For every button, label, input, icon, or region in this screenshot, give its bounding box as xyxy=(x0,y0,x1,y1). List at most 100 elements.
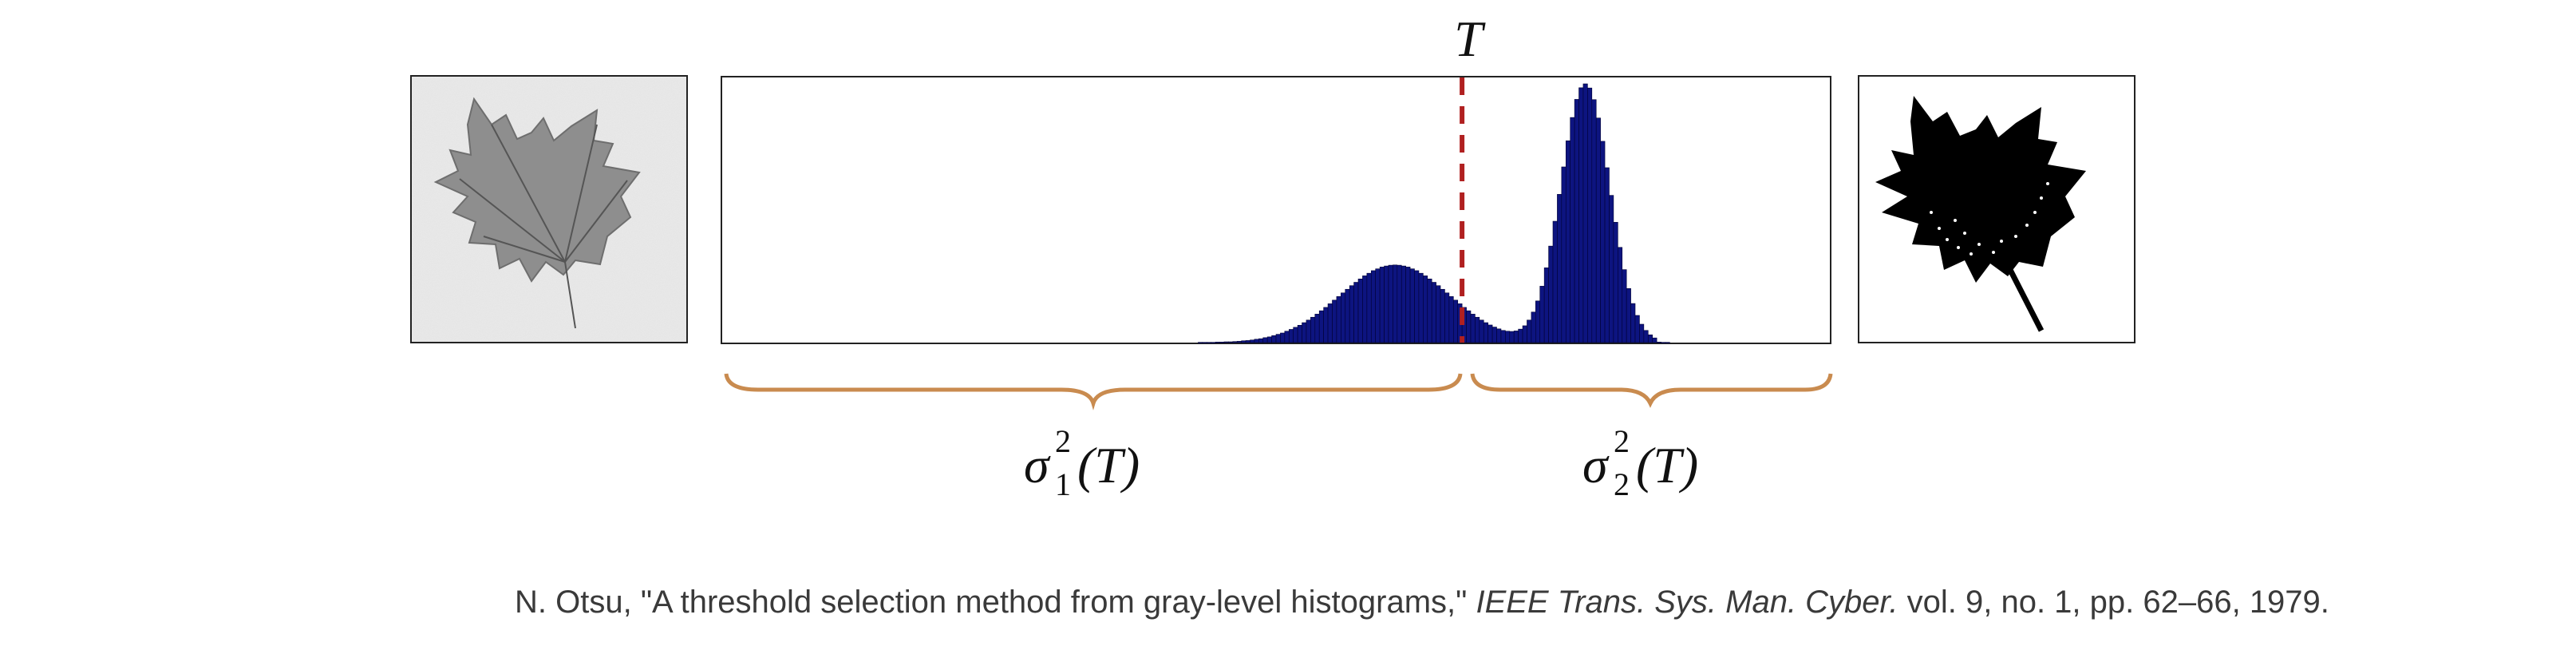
binary-leaf-image xyxy=(1859,77,2134,342)
histogram-bar xyxy=(1405,267,1411,343)
histogram-bar xyxy=(1548,245,1554,343)
histogram-bar xyxy=(1543,268,1549,343)
histogram-bar xyxy=(1401,265,1406,343)
histogram-bar xyxy=(1228,341,1234,343)
histogram-bar xyxy=(1414,270,1420,343)
histogram-bar xyxy=(1427,278,1432,343)
histogram-bar xyxy=(1288,329,1294,343)
histogram-bar xyxy=(1652,337,1657,343)
class1-sub: 1 xyxy=(1055,466,1071,502)
histogram-bar xyxy=(1440,288,1445,343)
histogram-bar xyxy=(1630,303,1636,343)
histogram-bar xyxy=(1488,324,1493,343)
histogram-bar xyxy=(1254,339,1259,343)
histogram-bar xyxy=(1345,288,1350,343)
histogram-bars xyxy=(1198,83,1670,343)
histogram-bar xyxy=(1384,265,1389,343)
class2-sigma: σ xyxy=(1582,437,1610,494)
histogram-bar xyxy=(1306,319,1311,343)
histogram-bar xyxy=(1370,270,1377,343)
citation-prefix: N. Otsu, "A threshold selection method f… xyxy=(515,585,1476,620)
histogram-bar xyxy=(1223,341,1229,343)
histogram-bar xyxy=(1379,267,1385,343)
leaf-shape-black xyxy=(1875,96,2086,283)
histogram-bar xyxy=(1587,87,1593,343)
class1-sigma: σ xyxy=(1024,437,1051,494)
histogram-bar xyxy=(1362,276,1368,343)
histogram-bar xyxy=(1448,296,1454,343)
histogram-bar xyxy=(1513,331,1519,343)
histogram-bar xyxy=(1409,268,1415,343)
histogram-bar xyxy=(1236,341,1242,343)
histogram-bar xyxy=(1656,342,1661,343)
grayscale-leaf-image xyxy=(412,77,686,342)
histogram-bar xyxy=(1219,342,1225,343)
histogram-bar xyxy=(1275,334,1281,343)
histogram-bar xyxy=(1293,327,1298,343)
histogram-bar xyxy=(1284,331,1290,343)
histogram-bar xyxy=(1522,325,1527,343)
histogram-bar xyxy=(1332,299,1337,343)
histogram-bar xyxy=(1388,264,1393,343)
histogram-bar xyxy=(1539,286,1545,343)
class2-sub: 2 xyxy=(1614,466,1630,502)
histogram-bar xyxy=(1479,319,1484,343)
class2-arg: (T) xyxy=(1636,437,1698,494)
histogram-bar xyxy=(1280,332,1286,343)
citation: N. Otsu, "A threshold selection method f… xyxy=(515,585,2329,620)
leaf-shape-gray xyxy=(433,97,641,283)
histogram-bar xyxy=(1357,278,1363,343)
histogram-bar xyxy=(1622,269,1627,343)
histogram-bar xyxy=(1613,222,1618,343)
histogram-bar xyxy=(1327,303,1333,343)
input-grayscale-image xyxy=(410,75,688,343)
histogram-bar xyxy=(1496,328,1502,343)
histogram-bar xyxy=(1535,300,1541,343)
histogram-bar xyxy=(1258,338,1264,343)
histogram-bar xyxy=(1466,310,1472,343)
histogram-bar xyxy=(1500,330,1506,343)
histogram-bar xyxy=(1453,299,1459,343)
histogram-bar xyxy=(1310,316,1316,343)
histogram-bar xyxy=(1518,328,1523,343)
histogram-bar xyxy=(1505,331,1511,343)
histogram-bar xyxy=(1336,296,1341,343)
histogram-bar xyxy=(1600,141,1606,343)
histogram-bar xyxy=(1509,331,1515,343)
histogram-bar xyxy=(1527,319,1532,343)
histogram-bar xyxy=(1574,99,1579,343)
histogram-bar xyxy=(1643,330,1649,343)
histogram-bar xyxy=(1418,272,1424,343)
histogram-bar xyxy=(1397,264,1402,343)
histogram-bar xyxy=(1245,340,1250,343)
histogram-bar xyxy=(1436,285,1441,343)
histogram-bar xyxy=(1431,282,1436,343)
histogram-bar xyxy=(1241,340,1247,343)
histogram-bar xyxy=(1591,99,1597,343)
histogram-bar xyxy=(1375,268,1381,343)
histogram-bar xyxy=(1349,285,1354,343)
histogram-bar xyxy=(1266,336,1272,343)
histogram-bar xyxy=(1470,314,1476,343)
histogram-bar xyxy=(1609,195,1614,343)
histogram-frame xyxy=(721,76,1831,344)
histogram-bar xyxy=(1250,339,1255,343)
histogram-bar xyxy=(1393,264,1398,343)
histogram-bar xyxy=(1578,87,1584,343)
class2-variance-label: σ 2 2 (T) xyxy=(1582,423,1698,502)
class1-sup: 2 xyxy=(1055,423,1071,459)
histogram-bar xyxy=(1582,83,1588,343)
histogram-bar xyxy=(1215,342,1220,343)
histogram-bar xyxy=(1366,272,1372,343)
class1-arg: (T) xyxy=(1077,437,1140,494)
histogram-bar xyxy=(1626,287,1631,343)
histogram-bar xyxy=(1639,323,1645,343)
histogram-bar xyxy=(1302,322,1307,343)
histogram-bar xyxy=(1475,316,1480,343)
histogram-bar xyxy=(1314,314,1320,343)
threshold-label: T xyxy=(1454,10,1486,67)
citation-journal: IEEE Trans. Sys. Man. Cyber. xyxy=(1476,585,1898,620)
histogram-bar xyxy=(1341,292,1346,343)
histogram-bar xyxy=(1262,337,1268,343)
output-binary-image xyxy=(1858,75,2135,343)
